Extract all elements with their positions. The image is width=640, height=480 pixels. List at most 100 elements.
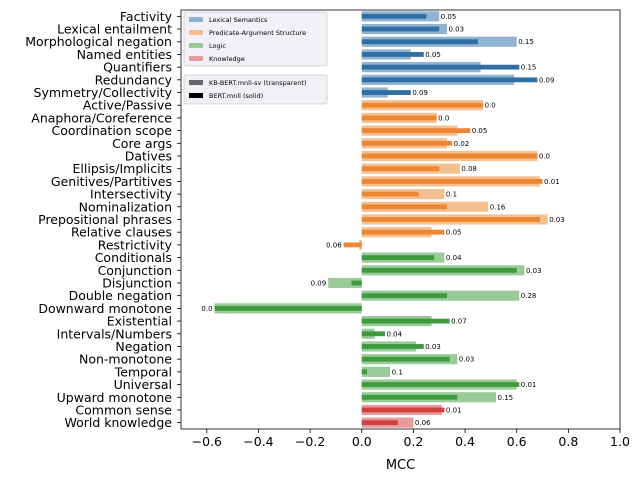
category-label: Conditionals	[95, 250, 172, 265]
difference-label: 0.09	[412, 89, 428, 97]
difference-label: 0.02	[454, 140, 470, 148]
difference-label: 0.05	[472, 127, 488, 135]
bar-bert-universal	[361, 382, 520, 387]
x-axis-title: MCC	[386, 458, 415, 473]
legend-label: Logic	[209, 42, 226, 50]
bar-bert-genitives-partitives	[361, 178, 543, 184]
difference-label: 0.1	[446, 191, 457, 199]
bar-bert-conjunction	[361, 267, 517, 273]
bar-bert-existential	[361, 318, 450, 324]
category-label: Upward monotone	[57, 390, 173, 405]
category-label: Coordination scope	[51, 123, 172, 138]
category-label: Relative clauses	[71, 225, 172, 240]
category-label: Restrictivity	[98, 237, 173, 252]
bar-bert-world-knowledge	[361, 420, 398, 426]
x-tick-label: 1.0	[610, 434, 630, 449]
difference-label: 0.03	[448, 26, 464, 34]
legend-label: Knowledge	[209, 55, 245, 63]
legend-label: Predicate-Argument Structure	[209, 29, 306, 37]
difference-label: 0.03	[549, 216, 565, 224]
bar-bert-upward-monotone	[361, 394, 458, 400]
category-label: Intersectivity	[90, 187, 173, 202]
x-tick-label: 0.4	[455, 434, 475, 449]
bar-bert-coordination-scope	[361, 128, 471, 134]
bar-bert-prepositional-phrases	[361, 217, 540, 222]
legend-swatch	[189, 80, 203, 85]
difference-label: 0.01	[521, 381, 537, 389]
difference-label: 0.03	[459, 356, 475, 364]
category-label: Anaphora/Coreference	[31, 110, 172, 125]
category-label: Non-monotone	[79, 352, 172, 367]
difference-labels: 0.050.030.150.050.150.090.090.00.00.050.…	[201, 13, 564, 427]
difference-label: 0.04	[446, 254, 462, 262]
category-label: Prepositional phrases	[38, 212, 172, 227]
bar-bert-conditionals	[361, 255, 435, 261]
difference-label: 0.03	[526, 267, 542, 275]
bar-bert-factivity	[361, 13, 427, 19]
difference-label: 0.16	[490, 203, 506, 211]
difference-label: 0.0	[539, 153, 550, 161]
difference-label: 0.08	[461, 165, 477, 173]
difference-label: 0.05	[446, 229, 462, 237]
bar-bert-double-negation	[361, 293, 447, 299]
x-tick-label: −0.4	[243, 434, 273, 449]
bar-bert-morphological-negation	[361, 39, 478, 45]
difference-label: 0.07	[451, 318, 467, 326]
legend-swatch	[189, 30, 203, 35]
difference-label: 0.01	[544, 178, 560, 186]
bar-bert-negation	[361, 344, 424, 349]
bar-bert-common-sense	[361, 407, 445, 413]
difference-label: 0.04	[387, 330, 403, 338]
bar-bert-datives	[361, 153, 538, 159]
category-label: Existential	[107, 314, 172, 329]
bar-bert-nominalization	[361, 204, 447, 210]
category-label: Common sense	[75, 402, 172, 417]
x-tick-label: 0.0	[352, 434, 372, 449]
legend-groups-box	[183, 11, 328, 67]
category-label: Redundancy	[95, 72, 173, 87]
bar-bert-non-monotone	[361, 356, 450, 362]
category-label: Symmetry/Collectivity	[34, 85, 173, 100]
category-label: Temporal	[114, 364, 172, 379]
difference-label: 0.01	[446, 406, 462, 414]
category-label: Disjunction	[102, 275, 172, 290]
difference-label: 0.05	[441, 13, 457, 21]
category-label: Genitives/Partitives	[51, 174, 172, 189]
category-label: Universal	[114, 377, 172, 392]
legend-swatch	[189, 43, 203, 48]
difference-label: 0.05	[425, 51, 441, 59]
difference-label: 0.06	[415, 419, 431, 427]
bar-bert-active-passive	[361, 102, 484, 108]
difference-label: 0.1	[392, 368, 403, 376]
bar-bert-anaphora-coreference	[361, 115, 437, 121]
category-label: World knowledge	[64, 415, 172, 430]
x-tick-label: 0.8	[558, 434, 578, 449]
category-label: Core args	[112, 136, 172, 151]
difference-label: 0.09	[539, 76, 555, 84]
bar-kb-temporal	[361, 366, 391, 377]
difference-label: 0.15	[498, 394, 514, 402]
difference-label: 0.0	[201, 305, 212, 313]
x-tick-label: 0.2	[403, 434, 423, 449]
x-tick-label: −0.6	[192, 434, 222, 449]
bar-bert-core-args	[361, 140, 453, 146]
difference-label: 0.28	[521, 292, 537, 300]
x-tick-label: 0.6	[507, 434, 527, 449]
category-label: Downward monotone	[38, 301, 172, 316]
bar-kb-disjunction	[328, 277, 362, 289]
legend-label: KB-BERT.mnli-sv (transparent)	[209, 79, 307, 87]
category-label: Negation	[115, 339, 172, 354]
legend-swatch	[189, 17, 203, 22]
category-label: Named entities	[77, 47, 172, 62]
bar-bert-relative-clauses	[361, 229, 445, 235]
category-label: Quantifiers	[103, 60, 172, 75]
category-label: Ellipsis/Implicits	[73, 161, 172, 176]
legend-series-box	[183, 74, 328, 105]
bar-bert-named-entities	[361, 52, 424, 57]
category-label: Intervals/Numbers	[57, 326, 172, 341]
category-label: Conjunction	[98, 263, 172, 278]
difference-label: 0.0	[438, 114, 449, 122]
difference-label: 0.15	[518, 38, 534, 46]
